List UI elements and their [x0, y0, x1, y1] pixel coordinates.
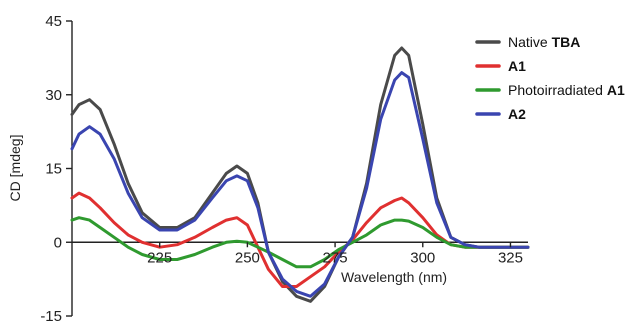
legend-label-2: A1: [508, 58, 526, 74]
y-tick-label: 30: [45, 87, 62, 104]
y-axis-title: CD [mdeg]: [7, 135, 23, 202]
x-tick-label: 325: [498, 249, 523, 266]
legend-label-1: Native TBA: [508, 34, 580, 50]
y-tick-label: -15: [40, 308, 62, 325]
x-tick-label: 275: [323, 249, 348, 266]
legend: Native TBA A1 Photoirradiated A1 A2: [475, 34, 625, 122]
x-tick-label: 250: [235, 249, 260, 266]
legend-label-3: Photoirradiated A1: [508, 82, 625, 98]
x-axis-title: Wavelength (nm): [341, 269, 447, 285]
series-line-4: [70, 71, 530, 298]
series-lines: [70, 46, 530, 303]
legend-label-4: A2: [508, 106, 526, 122]
series-line-3: [70, 216, 530, 269]
y-tick-label: 15: [45, 161, 62, 178]
y-tick-label: 0: [54, 234, 62, 251]
x-tick-label: 225: [147, 249, 172, 266]
series-line-1: [70, 46, 530, 303]
x-tick-label: 300: [410, 249, 435, 266]
axis-ticks: -15 0 15 30 45 225 250 275 300 325: [40, 13, 523, 325]
y-tick-label: 45: [45, 13, 62, 30]
